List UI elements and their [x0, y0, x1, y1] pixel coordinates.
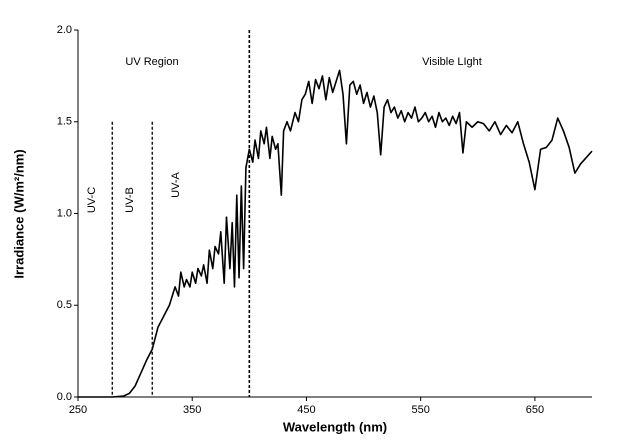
annotation: UV-C [86, 187, 98, 213]
spectrum-line [78, 69, 593, 398]
y-tick-label: 0.5 [57, 299, 72, 311]
x-tick-label: 450 [297, 404, 315, 416]
x-axis-title: Wavelength (nm) [283, 419, 387, 434]
y-tick-label: 0.0 [57, 391, 72, 403]
annotation: UV Region [125, 56, 178, 68]
annotation: UV-A [170, 172, 182, 198]
x-tick-label: 650 [526, 404, 544, 416]
y-tick-label: 2.0 [57, 24, 72, 36]
x-tick-label: 350 [183, 404, 201, 416]
annotation: Visible LIght [422, 56, 482, 68]
y-axis-title: Irradiance (W/m²/nm) [11, 149, 26, 278]
x-tick-label: 250 [69, 404, 87, 416]
y-tick-label: 1.0 [57, 207, 72, 219]
x-tick-label: 550 [411, 404, 429, 416]
annotation: UV-B [124, 187, 136, 213]
y-tick-label: 1.5 [57, 116, 72, 128]
